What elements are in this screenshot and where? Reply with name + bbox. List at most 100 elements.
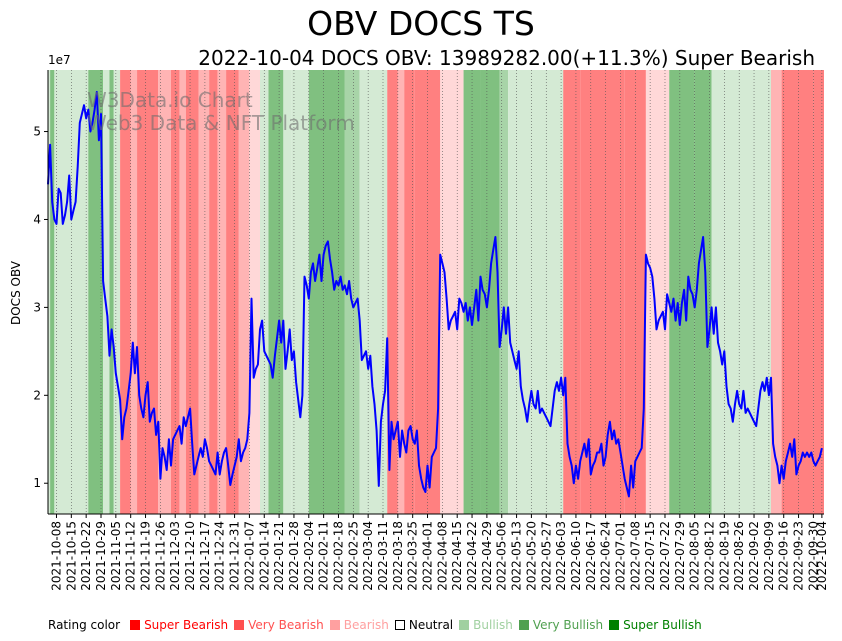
rating-band — [50, 70, 55, 514]
y-axis-exponent: 1e7 — [48, 53, 71, 67]
x-tick-label: 2022-08-12 — [703, 521, 717, 591]
rating-band — [387, 70, 398, 514]
legend-item-super-bearish: Super Bearish — [130, 618, 228, 632]
obv-series — [47, 91, 823, 498]
rating-band — [397, 70, 405, 514]
x-tick-label: 2022-09-02 — [747, 521, 761, 591]
legend-label: Super Bullish — [623, 618, 702, 632]
rating-band — [158, 70, 171, 514]
rating-band — [563, 70, 581, 514]
x-tick-label: 2021-11-26 — [153, 521, 167, 591]
x-tick-label: 2022-01-14 — [257, 521, 271, 591]
x-tick-label: 2021-12-03 — [168, 521, 182, 591]
rating-band — [291, 70, 309, 514]
rating-band — [283, 70, 292, 514]
x-tick-label: 2022-07-22 — [658, 521, 672, 591]
x-tick-label: 2021-10-29 — [94, 521, 108, 591]
x-tick-label: 2022-03-11 — [376, 521, 390, 591]
x-tick-label: 2022-08-26 — [732, 521, 746, 591]
legend-swatch — [459, 620, 470, 630]
legend-label: Neutral — [408, 618, 454, 632]
y-tick-label: 5 — [33, 125, 41, 139]
legend-label: Very Bearish — [248, 618, 324, 632]
chart-title: OBV DOCS TS — [307, 4, 535, 43]
rating-band — [113, 70, 121, 514]
x-tick-label: 2021-10-15 — [64, 521, 78, 591]
rating-band — [109, 70, 114, 514]
rating-band — [508, 70, 564, 514]
legend-swatch — [234, 620, 245, 630]
x-tick-label: 2022-01-07 — [242, 521, 256, 591]
x-tick-label: 2022-09-09 — [762, 521, 776, 591]
legend-item-neutral: Neutral — [394, 618, 454, 632]
rating-band — [781, 70, 814, 514]
x-tick-label: 2022-08-19 — [717, 521, 731, 591]
x-tick-label: 2021-10-22 — [79, 521, 93, 591]
x-tick-label: 2022-07-15 — [643, 521, 657, 591]
x-tick-label: 2022-03-18 — [391, 521, 405, 591]
legend-swatch — [329, 620, 340, 630]
rating-band — [359, 70, 388, 514]
x-tick-label: 2021-11-19 — [139, 521, 153, 591]
rating-band — [404, 70, 415, 514]
y-tick-label: 3 — [33, 300, 41, 314]
x-tick-label: 2022-05-27 — [539, 521, 553, 591]
x-tick-label: 2021-12-24 — [213, 521, 227, 591]
legend-label: Very Bullish — [532, 618, 604, 632]
legend-swatch — [130, 620, 141, 630]
legend-swatch — [394, 620, 405, 630]
x-tick-label: 2022-06-10 — [569, 521, 583, 591]
x-tick-label: 2021-11-12 — [124, 521, 138, 591]
x-tick-label: 2022-06-03 — [554, 521, 568, 591]
x-tick-label: 2022-10-04 — [815, 521, 829, 591]
rating-band — [480, 70, 500, 514]
legend-title: Rating color — [48, 618, 121, 632]
y-tick-label: 4 — [33, 212, 41, 226]
x-tick-label: 2022-02-18 — [331, 521, 345, 591]
legend-label: Super Bearish — [144, 618, 229, 632]
rating-band — [440, 70, 464, 514]
rating-band — [198, 70, 210, 514]
x-tick-label: 2022-07-08 — [628, 521, 642, 591]
rating-band — [249, 70, 261, 514]
rating-band — [185, 70, 199, 514]
x-tick-label: 2022-05-13 — [510, 521, 524, 591]
x-tick-label: 2022-04-01 — [421, 521, 435, 591]
x-tick-label: 2022-03-04 — [361, 521, 375, 591]
rating-band — [711, 70, 771, 514]
x-tick-label: 2022-04-08 — [435, 521, 449, 591]
x-tick-label: 2022-01-28 — [287, 521, 301, 591]
x-tick-label: 2022-02-04 — [302, 521, 316, 591]
legend-item-bearish: Bearish — [329, 618, 389, 632]
vertical-gridlines — [56, 70, 823, 514]
chart-subtitle: 2022-10-04 DOCS OBV: 13989282.00(+11.3%)… — [198, 46, 815, 70]
x-tick-label: 2021-12-31 — [228, 521, 242, 591]
rating-band — [499, 70, 509, 514]
rating-band — [103, 70, 110, 514]
rating-band — [694, 70, 712, 514]
rating-band — [179, 70, 186, 514]
legend-label: Bearish — [343, 618, 389, 632]
rating-band — [217, 70, 227, 514]
rating-band — [48, 70, 51, 514]
x-tick-label: 2022-07-01 — [613, 521, 627, 591]
rating-band — [344, 70, 360, 514]
x-tick-label: 2022-03-25 — [406, 521, 420, 591]
rating-band — [88, 70, 104, 514]
x-tick-label: 2022-05-20 — [524, 521, 538, 591]
legend-label: Bullish — [473, 618, 513, 632]
rating-legend: Rating color Super Bearish Very Bearish … — [48, 616, 708, 634]
x-tick-label: 2022-02-25 — [346, 521, 360, 591]
x-tick-label: 2021-10-08 — [49, 521, 63, 591]
x-tick-label: 2022-02-11 — [317, 521, 331, 591]
rating-band — [308, 70, 345, 514]
rating-band — [645, 70, 670, 514]
x-tick-label: 2022-04-15 — [450, 521, 464, 591]
x-tick-label: 2022-04-29 — [480, 521, 494, 591]
legend-item-super-bullish: Super Bullish — [609, 618, 702, 632]
x-tick-label: 2022-05-06 — [495, 521, 509, 591]
rating-band — [226, 70, 239, 514]
rating-band — [813, 70, 824, 514]
legend-item-bullish: Bullish — [459, 618, 513, 632]
